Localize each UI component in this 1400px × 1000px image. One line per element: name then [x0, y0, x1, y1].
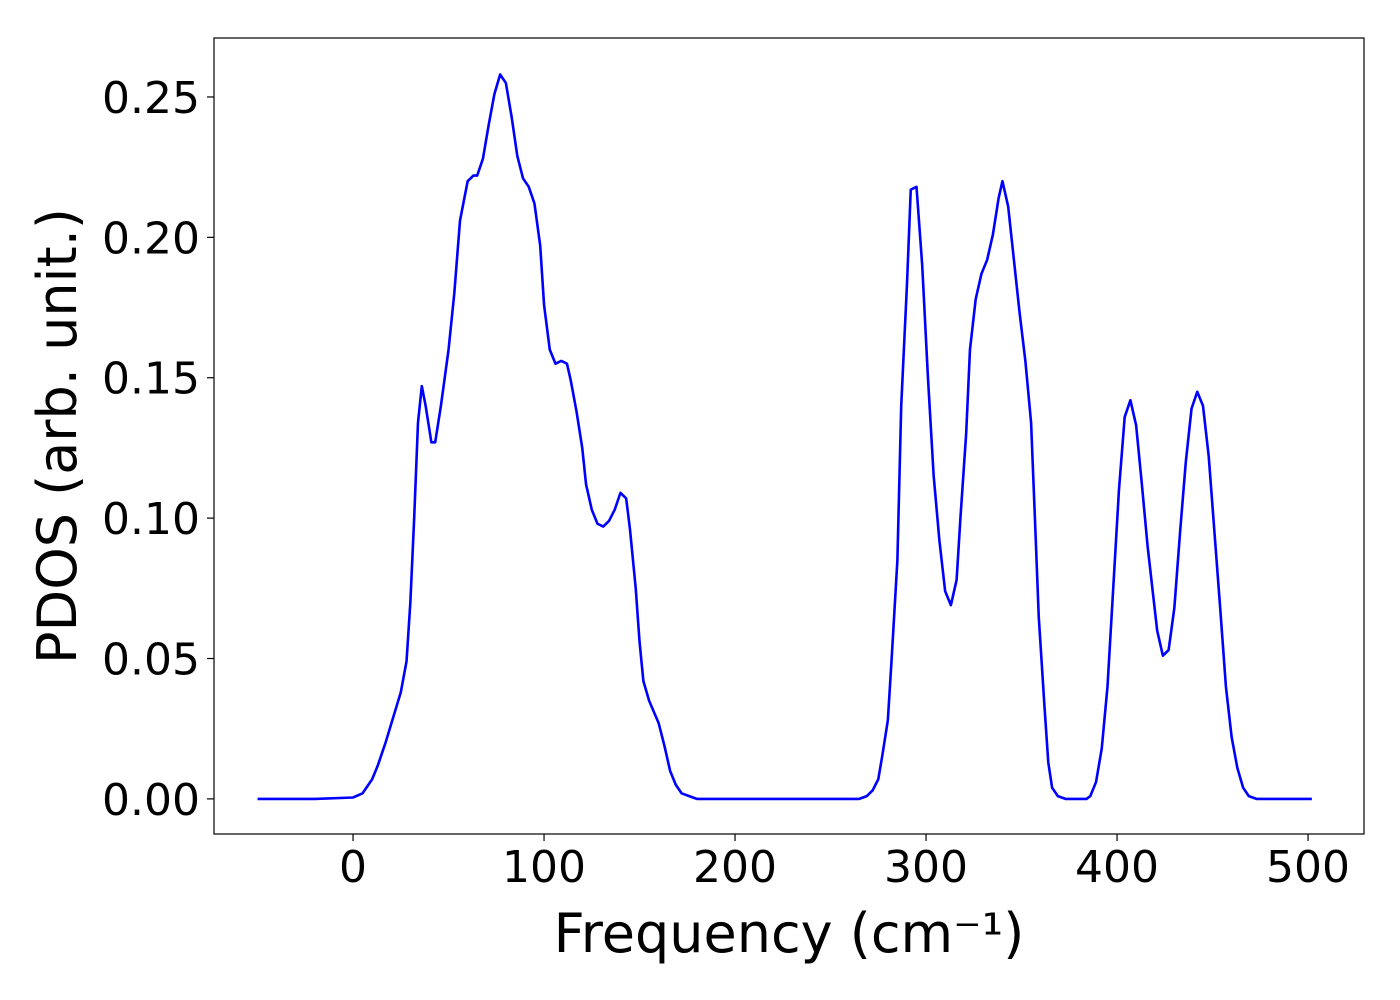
x-tick-label: 200: [693, 842, 777, 893]
plot-frame: [213, 37, 1365, 835]
x-tick-label: 100: [502, 842, 586, 893]
x-axis-label: Frequency (cm⁻¹): [554, 902, 1025, 965]
y-tick-label: 0.10: [102, 494, 200, 545]
x-tick-label: 400: [1075, 842, 1159, 893]
x-tick-label: 0: [339, 842, 367, 893]
x-tick-label: 300: [884, 842, 968, 893]
pdos-line: [257, 73, 1312, 801]
y-tick-label: 0.25: [102, 73, 200, 124]
y-axis-label: PDOS (arb. unit.): [26, 208, 89, 664]
y-tick-label: 0.05: [102, 635, 200, 686]
y-tick-label: 0.15: [102, 354, 200, 405]
x-tick-label: 500: [1266, 842, 1350, 893]
y-tick-label: 0.20: [102, 213, 200, 264]
y-tick-label: 0.00: [102, 775, 200, 826]
